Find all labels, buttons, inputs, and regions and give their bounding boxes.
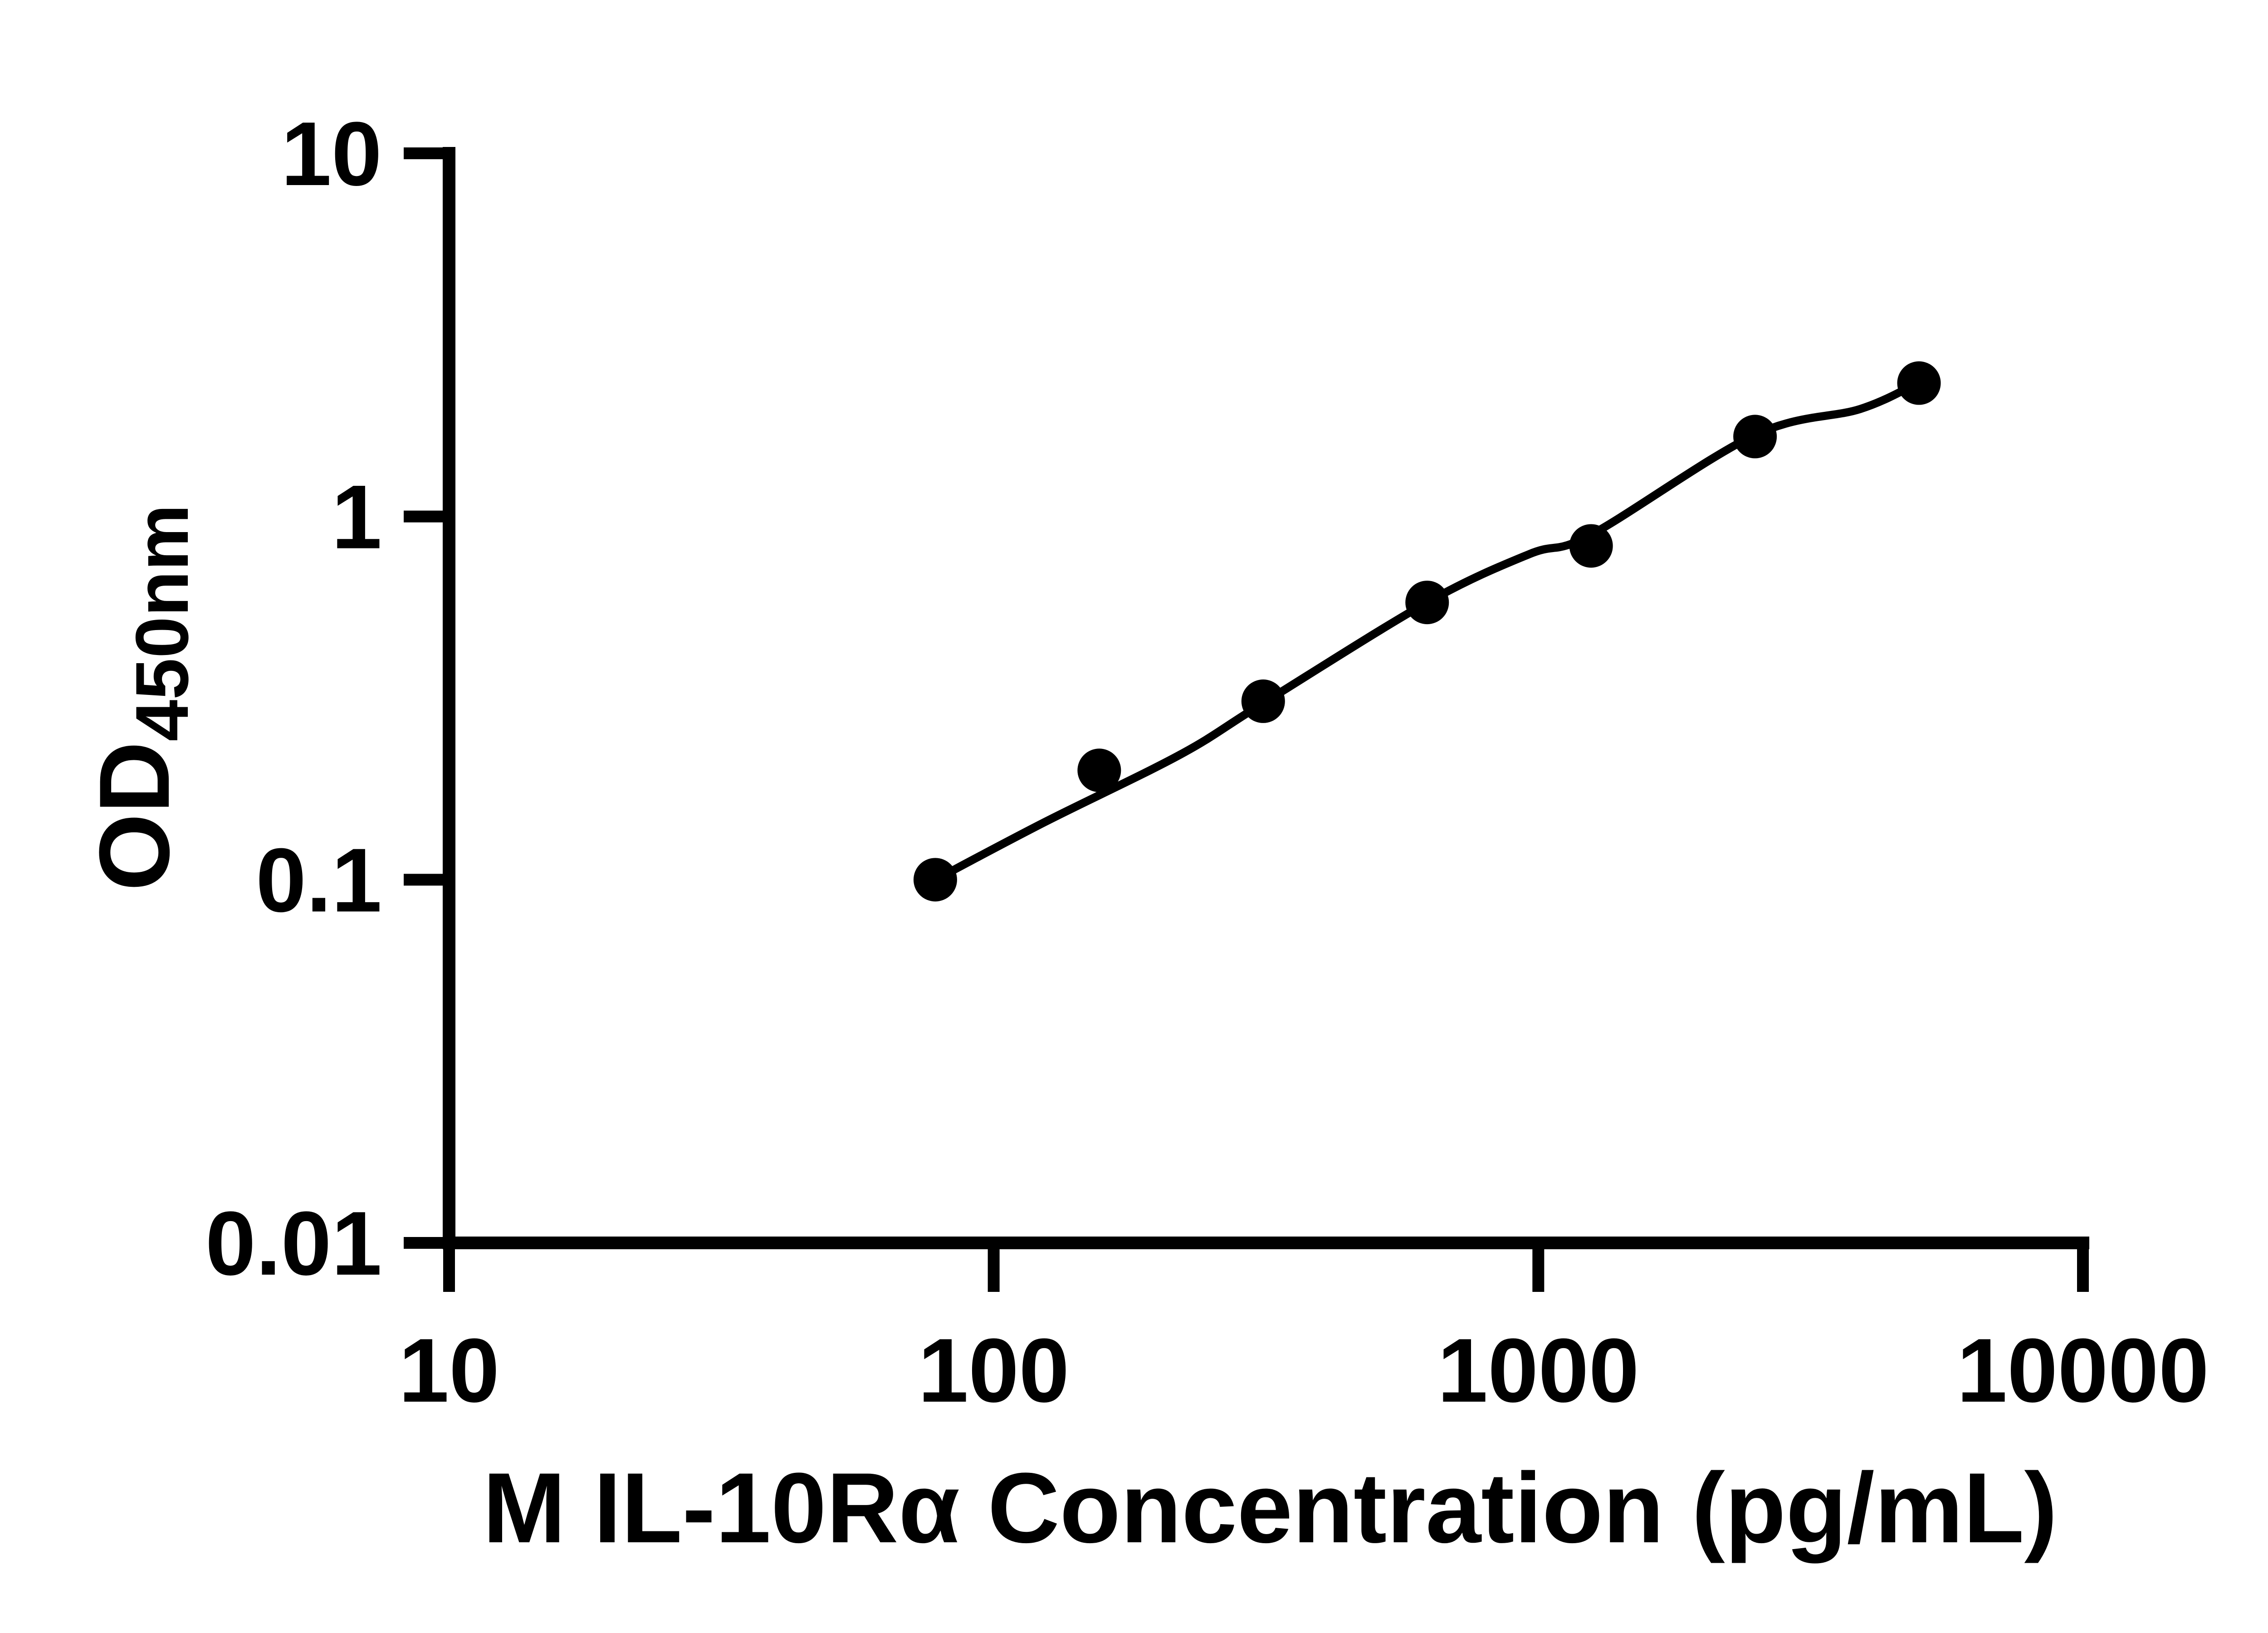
data-point-3 bbox=[1241, 679, 1285, 723]
x-axis-tick-label-100: 100 bbox=[918, 1320, 1070, 1421]
x-axis-title: M IL-10Rα Concentration (pg/mL) bbox=[483, 1452, 2058, 1564]
y-axis-tick-label-10: 10 bbox=[281, 103, 382, 205]
data-layer bbox=[913, 361, 1941, 902]
y-axis-title-main: OD bbox=[78, 741, 190, 891]
data-point-2 bbox=[1077, 748, 1121, 792]
data-point-6 bbox=[1733, 415, 1777, 459]
y-axis-tick-label-0.1: 0.1 bbox=[256, 830, 382, 931]
y-axis-tick-label-0.01: 0.01 bbox=[205, 1193, 382, 1294]
x-axis-tick-label-10: 10 bbox=[399, 1320, 499, 1421]
x-axis-tick-label-1000: 1000 bbox=[1437, 1320, 1639, 1421]
y-axis-title: OD450nm bbox=[78, 504, 204, 891]
x-axis-tick-label-10000: 10000 bbox=[1957, 1320, 2209, 1421]
data-point-5 bbox=[1569, 524, 1613, 568]
data-point-4 bbox=[1405, 581, 1449, 625]
data-point-7 bbox=[1897, 361, 1941, 405]
y-axis-tick-label-1: 1 bbox=[332, 467, 382, 568]
axes-layer: 10 100 1000 10000 10 1 0.1 0.01 bbox=[205, 103, 2209, 1421]
fit-curve bbox=[931, 378, 1923, 884]
y-axis-title-sub: 450nm bbox=[120, 504, 204, 742]
data-point-1 bbox=[913, 858, 957, 902]
